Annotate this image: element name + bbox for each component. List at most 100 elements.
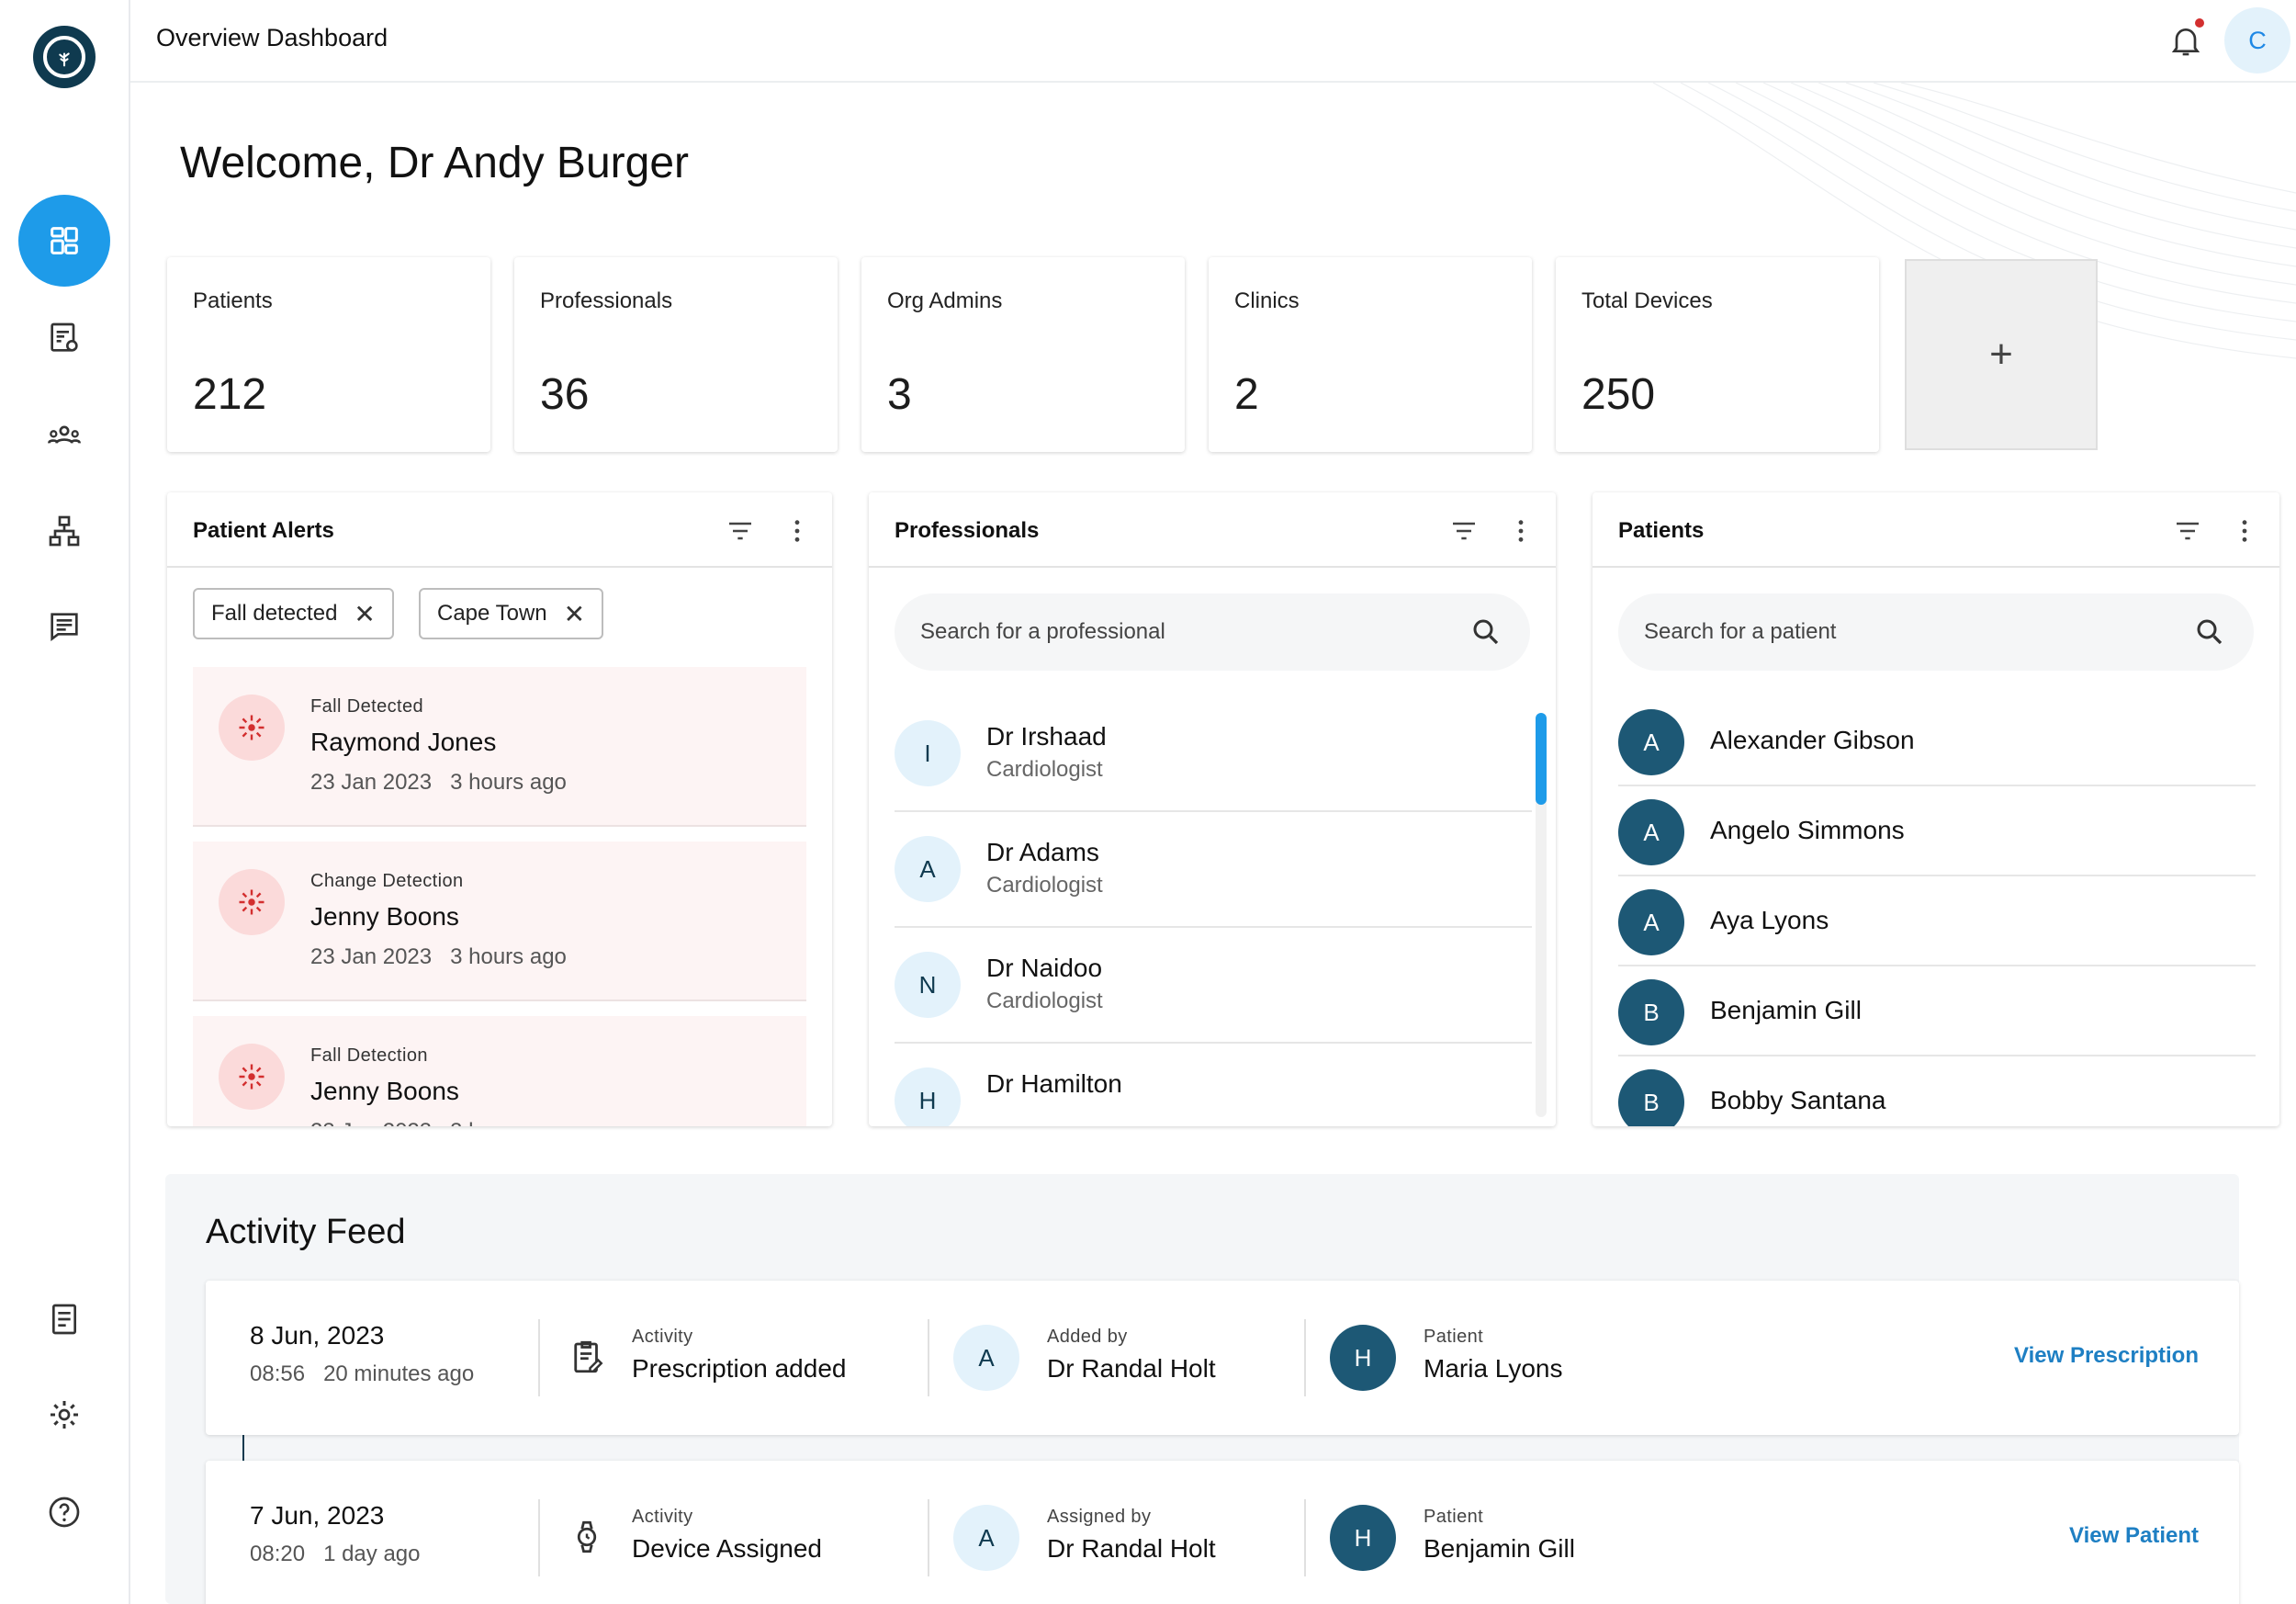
bell-icon[interactable] — [2167, 20, 2204, 61]
alert-item[interactable]: Fall Detected Raymond Jones 23 Jan 2023 3… — [193, 667, 806, 827]
nav-messages[interactable] — [18, 581, 110, 672]
stat-card-clinics[interactable]: Clinics 2 — [1209, 257, 1532, 452]
stat-card-patients[interactable]: Patients 212 — [167, 257, 490, 452]
activity-card: 7 Jun, 2023 08:20 1 day ago Activity Devi… — [206, 1461, 2239, 1604]
divider — [928, 1499, 929, 1576]
stat-value: 2 — [1234, 370, 1259, 419]
view-prescription-link[interactable]: View Prescription — [2014, 1343, 2199, 1368]
nav-help[interactable] — [18, 1466, 110, 1558]
nav-reports[interactable] — [18, 292, 110, 384]
filter-icon[interactable] — [2173, 516, 2202, 546]
activity-value: Prescription added — [632, 1354, 847, 1383]
patient-name: Aya Lyons — [1710, 906, 1829, 934]
search-icon[interactable] — [2193, 616, 2226, 649]
filter-icon[interactable] — [726, 516, 755, 546]
nav-documents[interactable] — [18, 1273, 110, 1365]
welcome-heading: Welcome, Dr Andy Burger — [180, 139, 689, 187]
avatar: I — [895, 720, 961, 786]
avatar: A — [1618, 799, 1684, 865]
stat-value: 250 — [1581, 370, 1656, 419]
alert-date: 23 Jan 2023 — [310, 1119, 432, 1126]
alert-type: Fall Detected — [310, 696, 424, 717]
alert-ago: 3 hours ago — [450, 1119, 567, 1126]
filter-chip[interactable]: Fall detected ✕ — [193, 588, 394, 639]
timeline-connector — [242, 1433, 244, 1466]
user-avatar[interactable]: C — [2224, 7, 2290, 73]
scrollbar-thumb[interactable] — [1536, 713, 1547, 805]
filter-icon[interactable] — [1449, 516, 1479, 546]
professional-list-item[interactable]: I Dr Irshaad Cardiologist — [895, 696, 1532, 812]
panel-title: Patients — [1618, 518, 1705, 543]
scrollbar-track[interactable] — [1536, 713, 1547, 1117]
professional-list-item[interactable]: N Dr Naidoo Cardiologist — [895, 928, 1532, 1044]
alert-item[interactable]: Change Detection Jenny Boons 23 Jan 2023… — [193, 842, 806, 1001]
sidebar — [0, 0, 130, 1604]
avatar: H — [1330, 1505, 1396, 1571]
professionals-panel: Professionals Search for a professional … — [869, 492, 1556, 1126]
alert-date: 23 Jan 2023 — [310, 944, 433, 969]
stat-card-professionals[interactable]: Professionals 36 — [514, 257, 838, 452]
stat-label: Professionals — [540, 288, 673, 313]
activity-label: Activity — [632, 1507, 693, 1527]
nav-organisation[interactable] — [18, 485, 110, 577]
add-card-button[interactable]: + — [1905, 259, 2098, 450]
activity-ago: 1 day ago — [323, 1542, 421, 1566]
alert-type: Fall Detection — [310, 1045, 428, 1066]
dashboard-icon — [51, 227, 78, 254]
stat-card-org-admins[interactable]: Org Admins 3 — [861, 257, 1185, 452]
nav-patients[interactable] — [18, 390, 110, 481]
avatar: A — [1618, 889, 1684, 955]
patient-name: Bobby Santana — [1710, 1086, 1886, 1114]
panel-header: Patient Alerts — [167, 492, 832, 568]
search-icon[interactable] — [1469, 616, 1503, 649]
more-vert-icon[interactable] — [1506, 516, 1536, 546]
help-icon — [49, 1497, 80, 1528]
nav-settings[interactable] — [18, 1369, 110, 1461]
patient-name: Angelo Simmons — [1710, 816, 1905, 844]
divider — [538, 1499, 540, 1576]
search-placeholder: Search for a professional — [920, 619, 1165, 644]
assigned-by-label: Assigned by — [1047, 1507, 1152, 1527]
panel-header: Patients — [1593, 492, 2279, 568]
professional-list-item[interactable]: H Dr Hamilton — [895, 1044, 1532, 1126]
professional-search-input[interactable]: Search for a professional — [895, 593, 1530, 671]
divider — [538, 1319, 540, 1396]
message-icon — [51, 613, 78, 641]
stat-card-total-devices[interactable]: Total Devices 250 — [1556, 257, 1879, 452]
patient-list-item[interactable]: B Bobby Santana — [1618, 1056, 2256, 1126]
avatar: H — [1330, 1325, 1396, 1391]
stat-label: Org Admins — [887, 288, 1003, 313]
professional-name: Dr Hamilton — [986, 1069, 1122, 1098]
avatar: A — [1618, 709, 1684, 775]
more-vert-icon[interactable] — [2230, 516, 2259, 546]
brand-logo[interactable] — [33, 26, 96, 88]
close-icon[interactable]: ✕ — [563, 599, 586, 628]
patient-list-item[interactable]: A Alexander Gibson — [1618, 696, 2256, 786]
filter-chip[interactable]: Cape Town ✕ — [419, 588, 604, 639]
patient-list-item[interactable]: A Angelo Simmons — [1618, 786, 2256, 876]
professional-name: Dr Adams — [986, 838, 1099, 866]
nav-dashboard[interactable] — [18, 195, 110, 287]
stat-label: Total Devices — [1581, 288, 1713, 313]
stat-value: 36 — [540, 370, 590, 419]
section-title: Activity Feed — [206, 1213, 406, 1251]
alert-item[interactable]: Fall Detection Jenny Boons 23 Jan 2023 3 … — [193, 1016, 806, 1126]
professional-role: Cardiologist — [986, 757, 1103, 782]
close-icon[interactable]: ✕ — [354, 599, 376, 628]
professional-list-item[interactable]: A Dr Adams Cardiologist — [895, 812, 1532, 928]
patient-list-item[interactable]: A Aya Lyons — [1618, 876, 2256, 966]
patient-search-input[interactable]: Search for a patient — [1618, 593, 2254, 671]
divider — [1304, 1319, 1306, 1396]
page-title: Overview Dashboard — [156, 24, 388, 51]
report-search-icon — [51, 322, 78, 352]
alert-sensor-icon — [219, 695, 285, 761]
view-patient-link[interactable]: View Patient — [2069, 1523, 2199, 1548]
patient-list-item[interactable]: B Benjamin Gill — [1618, 966, 2256, 1056]
alert-patient-name: Jenny Boons — [310, 902, 459, 931]
more-vert-icon[interactable] — [782, 516, 812, 546]
added-by-value: Dr Randal Holt — [1047, 1354, 1216, 1383]
hierarchy-icon — [49, 515, 80, 547]
activity-feed: Activity Feed 8 Jun, 2023 08:56 20 minute… — [165, 1174, 2239, 1604]
patients-panel: Patients Search for a patient A Alexande… — [1593, 492, 2279, 1126]
patient-value: Maria Lyons — [1424, 1354, 1563, 1383]
